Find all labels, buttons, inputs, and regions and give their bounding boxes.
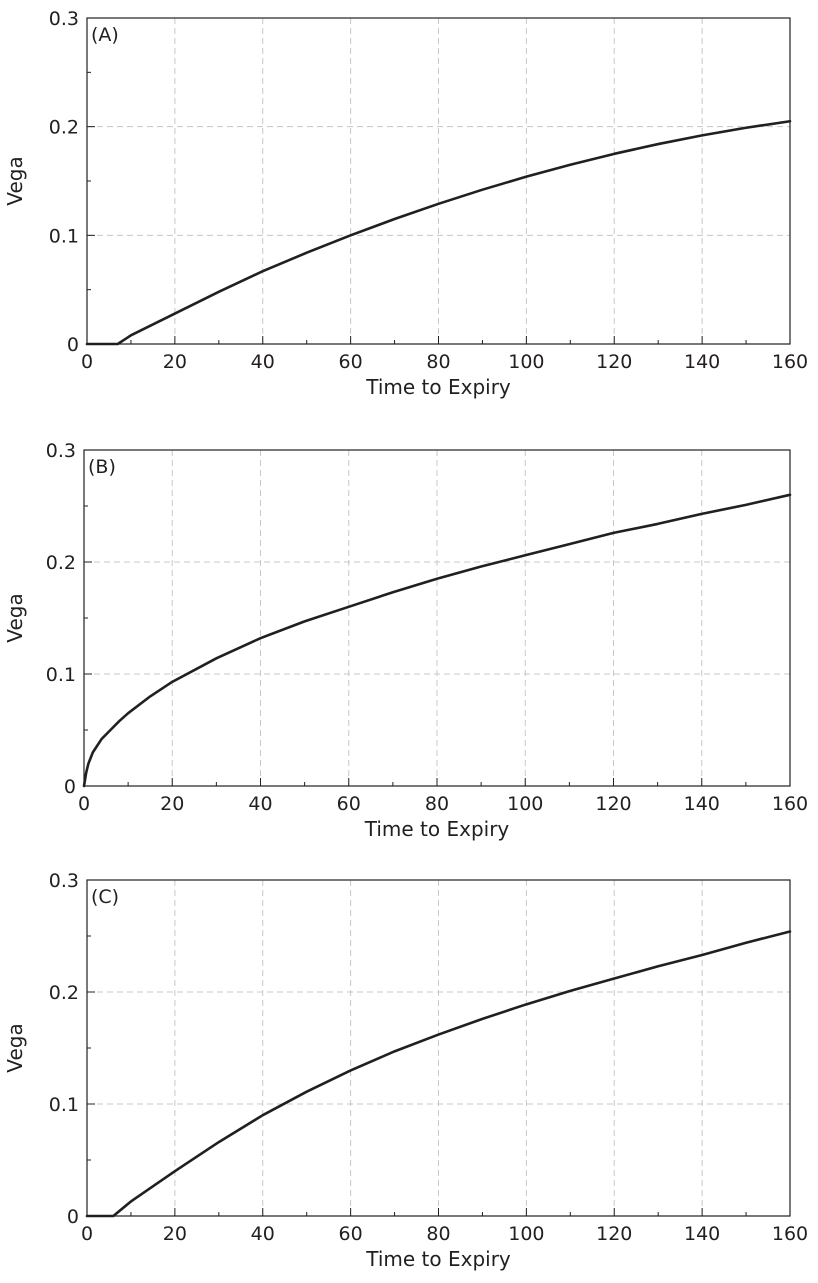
x-tick-label: 100 <box>508 351 544 373</box>
x-tick-label: 20 <box>163 351 187 373</box>
x-tick-label: 160 <box>772 1223 808 1245</box>
y-tick-label: 0.1 <box>49 1094 79 1116</box>
x-tick-label: 160 <box>772 351 808 373</box>
x-axis-title: Time to Expiry <box>365 1247 511 1271</box>
y-tick-label: 0 <box>67 334 79 356</box>
y-axis-title: Vega <box>3 1023 27 1072</box>
x-axis-title: Time to Expiry <box>364 817 510 841</box>
x-tick-label: 140 <box>684 1223 720 1245</box>
x-tick-label: 40 <box>251 351 275 373</box>
x-tick-label: 80 <box>426 1223 450 1245</box>
y-tick-label: 0.1 <box>49 225 79 247</box>
x-tick-label: 120 <box>595 793 631 815</box>
x-tick-label: 80 <box>425 793 449 815</box>
chart-panel-c: 0 20 40 60 80 100 120 140 160 0 0.1 0.2 0.3 Time to E… <box>3 870 808 1271</box>
x-tick-label: 120 <box>596 1223 632 1245</box>
y-axis-title: Vega <box>3 593 27 642</box>
x-axis-title: Time to Expiry <box>365 375 511 399</box>
y-tick-label: 0.2 <box>46 552 76 574</box>
x-tick-label: 60 <box>337 793 361 815</box>
chart-panel-a: 0 20 40 60 80 100 120 140 160 0 0.1 0.2 0.3 Time to E… <box>3 8 808 399</box>
chart-panel-b: 0 20 40 60 80 100 120 140 160 0 0.1 0.2 0.3 Time to E… <box>3 440 808 841</box>
x-tick-label: 120 <box>596 351 632 373</box>
panel-label-c: (C) <box>91 886 119 908</box>
x-tick-label: 0 <box>78 793 90 815</box>
x-tick-label: 100 <box>507 793 543 815</box>
x-tick-label: 140 <box>684 793 720 815</box>
x-tick-label: 20 <box>160 793 184 815</box>
x-tick-label: 0 <box>81 1223 93 1245</box>
y-tick-label: 0 <box>67 1206 79 1228</box>
x-tick-label: 60 <box>339 351 363 373</box>
y-tick-label: 0.3 <box>49 870 79 892</box>
x-tick-label: 80 <box>426 351 450 373</box>
x-tick-label: 160 <box>772 793 808 815</box>
x-tick-label: 40 <box>248 793 272 815</box>
panel-label-a: (A) <box>91 24 119 46</box>
y-tick-label: 0.2 <box>49 982 79 1004</box>
vega-curve-a <box>85 119 792 346</box>
vega-curve-c <box>85 930 792 1218</box>
y-tick-label: 0 <box>64 776 76 798</box>
x-tick-label: 40 <box>251 1223 275 1245</box>
x-tick-label: 60 <box>339 1223 363 1245</box>
y-tick-label: 0.3 <box>46 440 76 462</box>
vega-curve-b <box>82 493 792 788</box>
y-tick-label: 0.1 <box>46 664 76 686</box>
x-tick-label: 140 <box>684 351 720 373</box>
y-axis-title: Vega <box>3 156 27 205</box>
y-tick-label: 0.3 <box>49 8 79 30</box>
x-tick-label: 100 <box>508 1223 544 1245</box>
panel-label-b: (B) <box>88 456 116 478</box>
y-tick-label: 0.2 <box>49 117 79 139</box>
x-tick-label: 20 <box>163 1223 187 1245</box>
x-tick-label: 0 <box>81 351 93 373</box>
